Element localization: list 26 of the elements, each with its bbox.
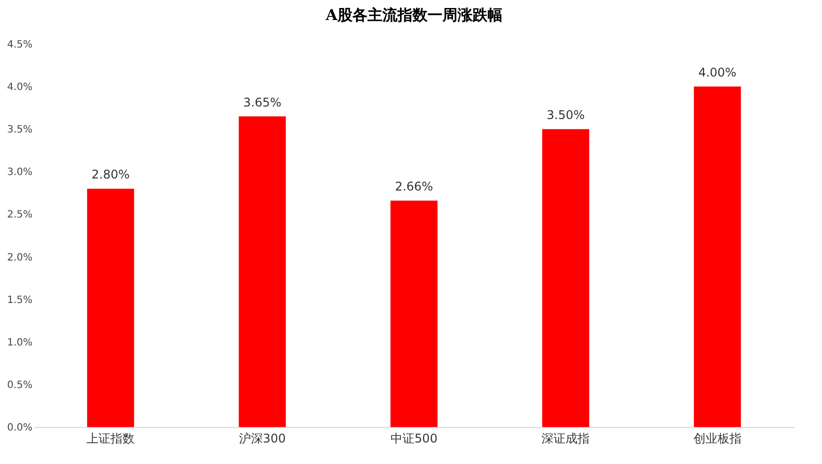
bar <box>390 200 438 427</box>
data-label: 4.00% <box>698 66 736 80</box>
y-tick-label: 4.0% <box>7 82 32 94</box>
bar <box>542 129 590 427</box>
y-tick-label: 0.0% <box>7 422 32 434</box>
y-tick-label: 3.5% <box>7 124 32 136</box>
chart-title: A股各主流指数一周涨跌幅 <box>324 6 502 24</box>
y-tick-label: 3.0% <box>7 167 32 178</box>
data-label: 3.65% <box>243 95 282 110</box>
data-label: 2.66% <box>394 180 434 194</box>
bar <box>694 86 741 427</box>
x-tick-label: 深证成指 <box>542 432 590 446</box>
data-label: 3.50% <box>546 108 585 122</box>
bar <box>87 188 134 427</box>
x-tick-label: 中证500 <box>390 432 438 446</box>
x-tick-label: 上证指数 <box>86 432 135 446</box>
data-label: 2.80% <box>92 168 130 182</box>
y-tick-label: 0.5% <box>7 380 32 391</box>
y-tick-label: 2.5% <box>7 210 32 221</box>
y-tick-label: 1.5% <box>7 294 32 306</box>
x-tick-label: 沪深300 <box>238 432 286 446</box>
bar <box>238 116 286 427</box>
x-tick-label: 创业板指 <box>693 432 742 446</box>
y-tick-label: 4.5% <box>7 40 32 50</box>
y-tick-label: 2.0% <box>7 252 32 264</box>
y-tick-label: 1.0% <box>7 337 32 348</box>
